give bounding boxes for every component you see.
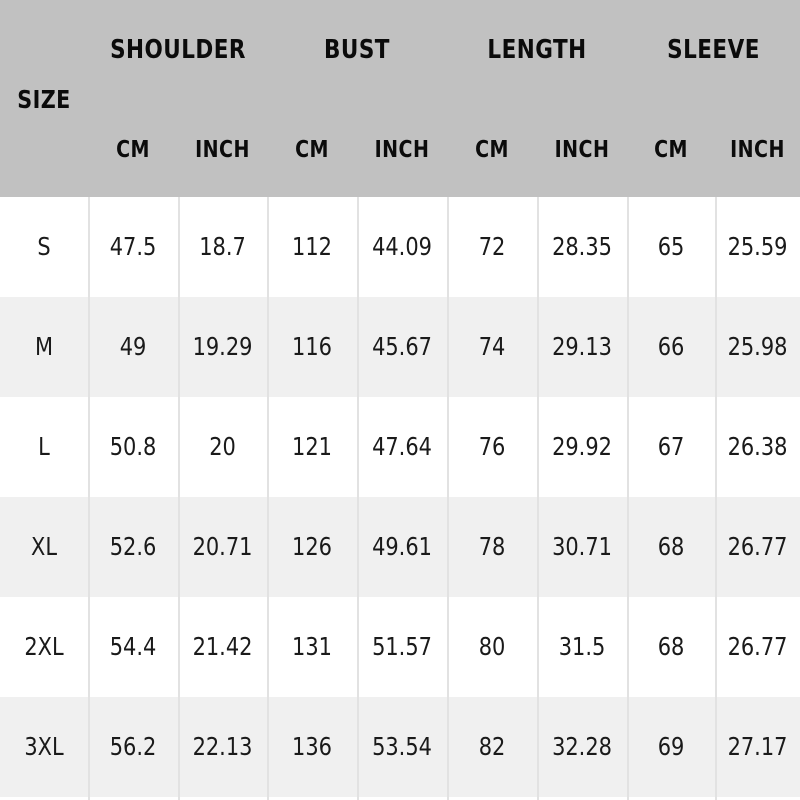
cell-size: S [37,232,51,261]
unit-header-bust-inch: INCH [374,137,430,163]
cell-bust-inch: 44.09 [372,232,432,261]
cell-bust-cm: 121 [292,432,332,461]
column-divider [357,197,359,800]
column-divider [447,197,449,800]
cell-size: 2XL [24,632,64,661]
table-row: XL 52.6 20.71 126 49.61 78 30.71 68 26.77 [0,497,800,597]
cell-shoulder-cm: 50.8 [109,432,157,461]
cell-length-inch: 29.13 [552,332,612,361]
cell-bust-inch: 49.61 [372,532,432,561]
cell-bust-cm: 126 [292,532,332,561]
cell-length-inch: 29.92 [552,432,612,461]
unit-header-sleeve-cm: CM [654,137,688,163]
cell-shoulder-inch: 21.42 [192,632,253,661]
cell-bust-cm: 112 [292,232,332,261]
cell-bust-cm: 131 [292,632,332,661]
unit-header-shoulder-cm: CM [116,137,150,163]
cell-shoulder-cm: 49 [119,332,147,361]
cell-length-cm: 72 [478,232,506,261]
cell-length-cm: 82 [478,732,506,761]
cell-shoulder-inch: 18.7 [199,232,246,261]
cell-size: L [38,432,50,461]
cell-length-inch: 28.35 [552,232,612,261]
table-row: S 47.5 18.7 112 44.09 72 28.35 65 25.59 [0,197,800,297]
cell-shoulder-inch: 20 [209,432,236,461]
cell-size: M [34,332,54,361]
cell-sleeve-inch: 26.38 [727,432,788,461]
cell-sleeve-cm: 65 [657,232,685,261]
table-row: M 49 19.29 116 45.67 74 29.13 66 25.98 [0,297,800,397]
cell-bust-inch: 53.54 [372,732,432,761]
column-divider [178,197,180,800]
cell-length-cm: 78 [478,532,506,561]
table-row: 3XL 56.2 22.13 136 53.54 82 32.28 69 27.17 [0,697,800,797]
cell-length-cm: 74 [478,332,506,361]
cell-bust-inch: 51.57 [372,632,432,661]
cell-sleeve-inch: 26.77 [727,532,788,561]
column-divider [267,197,269,800]
table-row: L 50.8 20 121 47.64 76 29.92 67 26.38 [0,397,800,497]
cell-sleeve-inch: 26.77 [727,632,788,661]
group-header-length: LENGTH [487,35,587,65]
cell-length-inch: 31.5 [558,632,606,661]
cell-length-cm: 80 [478,632,506,661]
cell-shoulder-inch: 22.13 [192,732,253,761]
cell-shoulder-inch: 20.71 [192,532,253,561]
column-divider [715,197,717,800]
column-divider [88,197,90,800]
column-divider [537,197,539,800]
cell-bust-cm: 136 [292,732,332,761]
unit-header-length-cm: CM [475,137,509,163]
cell-shoulder-inch: 19.29 [192,332,253,361]
cell-bust-cm: 116 [292,332,332,361]
group-header-sleeve: SLEEVE [667,35,760,65]
cell-sleeve-inch: 25.98 [727,332,788,361]
cell-sleeve-cm: 67 [657,432,685,461]
cell-sleeve-cm: 69 [657,732,685,761]
cell-size: 3XL [24,732,64,761]
group-header-shoulder: SHOULDER [110,35,246,65]
group-header-bust: BUST [324,35,390,65]
column-divider [627,197,629,800]
cell-bust-inch: 47.64 [372,432,432,461]
cell-shoulder-cm: 52.6 [109,532,157,561]
cell-sleeve-inch: 25.59 [727,232,788,261]
cell-sleeve-inch: 27.17 [727,732,788,761]
cell-length-inch: 30.71 [552,532,612,561]
cell-length-inch: 32.28 [552,732,612,761]
cell-sleeve-cm: 66 [657,332,685,361]
cell-length-cm: 76 [478,432,506,461]
column-header-size: SIZE [17,85,71,114]
unit-header-length-inch: INCH [554,137,610,163]
table-header-band: SIZE SHOULDER BUST LENGTH SLEEVE CM INCH… [0,0,800,197]
table-row: 2XL 54.4 21.42 131 51.57 80 31.5 68 26.77 [0,597,800,697]
cell-bust-inch: 45.67 [372,332,432,361]
cell-shoulder-cm: 54.4 [109,632,157,661]
unit-header-bust-cm: CM [295,137,329,163]
cell-sleeve-cm: 68 [657,532,685,561]
unit-header-sleeve-inch: INCH [730,137,785,163]
cell-shoulder-cm: 56.2 [109,732,157,761]
cell-shoulder-cm: 47.5 [109,232,157,261]
unit-header-shoulder-inch: INCH [195,137,250,163]
cell-sleeve-cm: 68 [657,632,685,661]
cell-size: XL [31,532,57,561]
